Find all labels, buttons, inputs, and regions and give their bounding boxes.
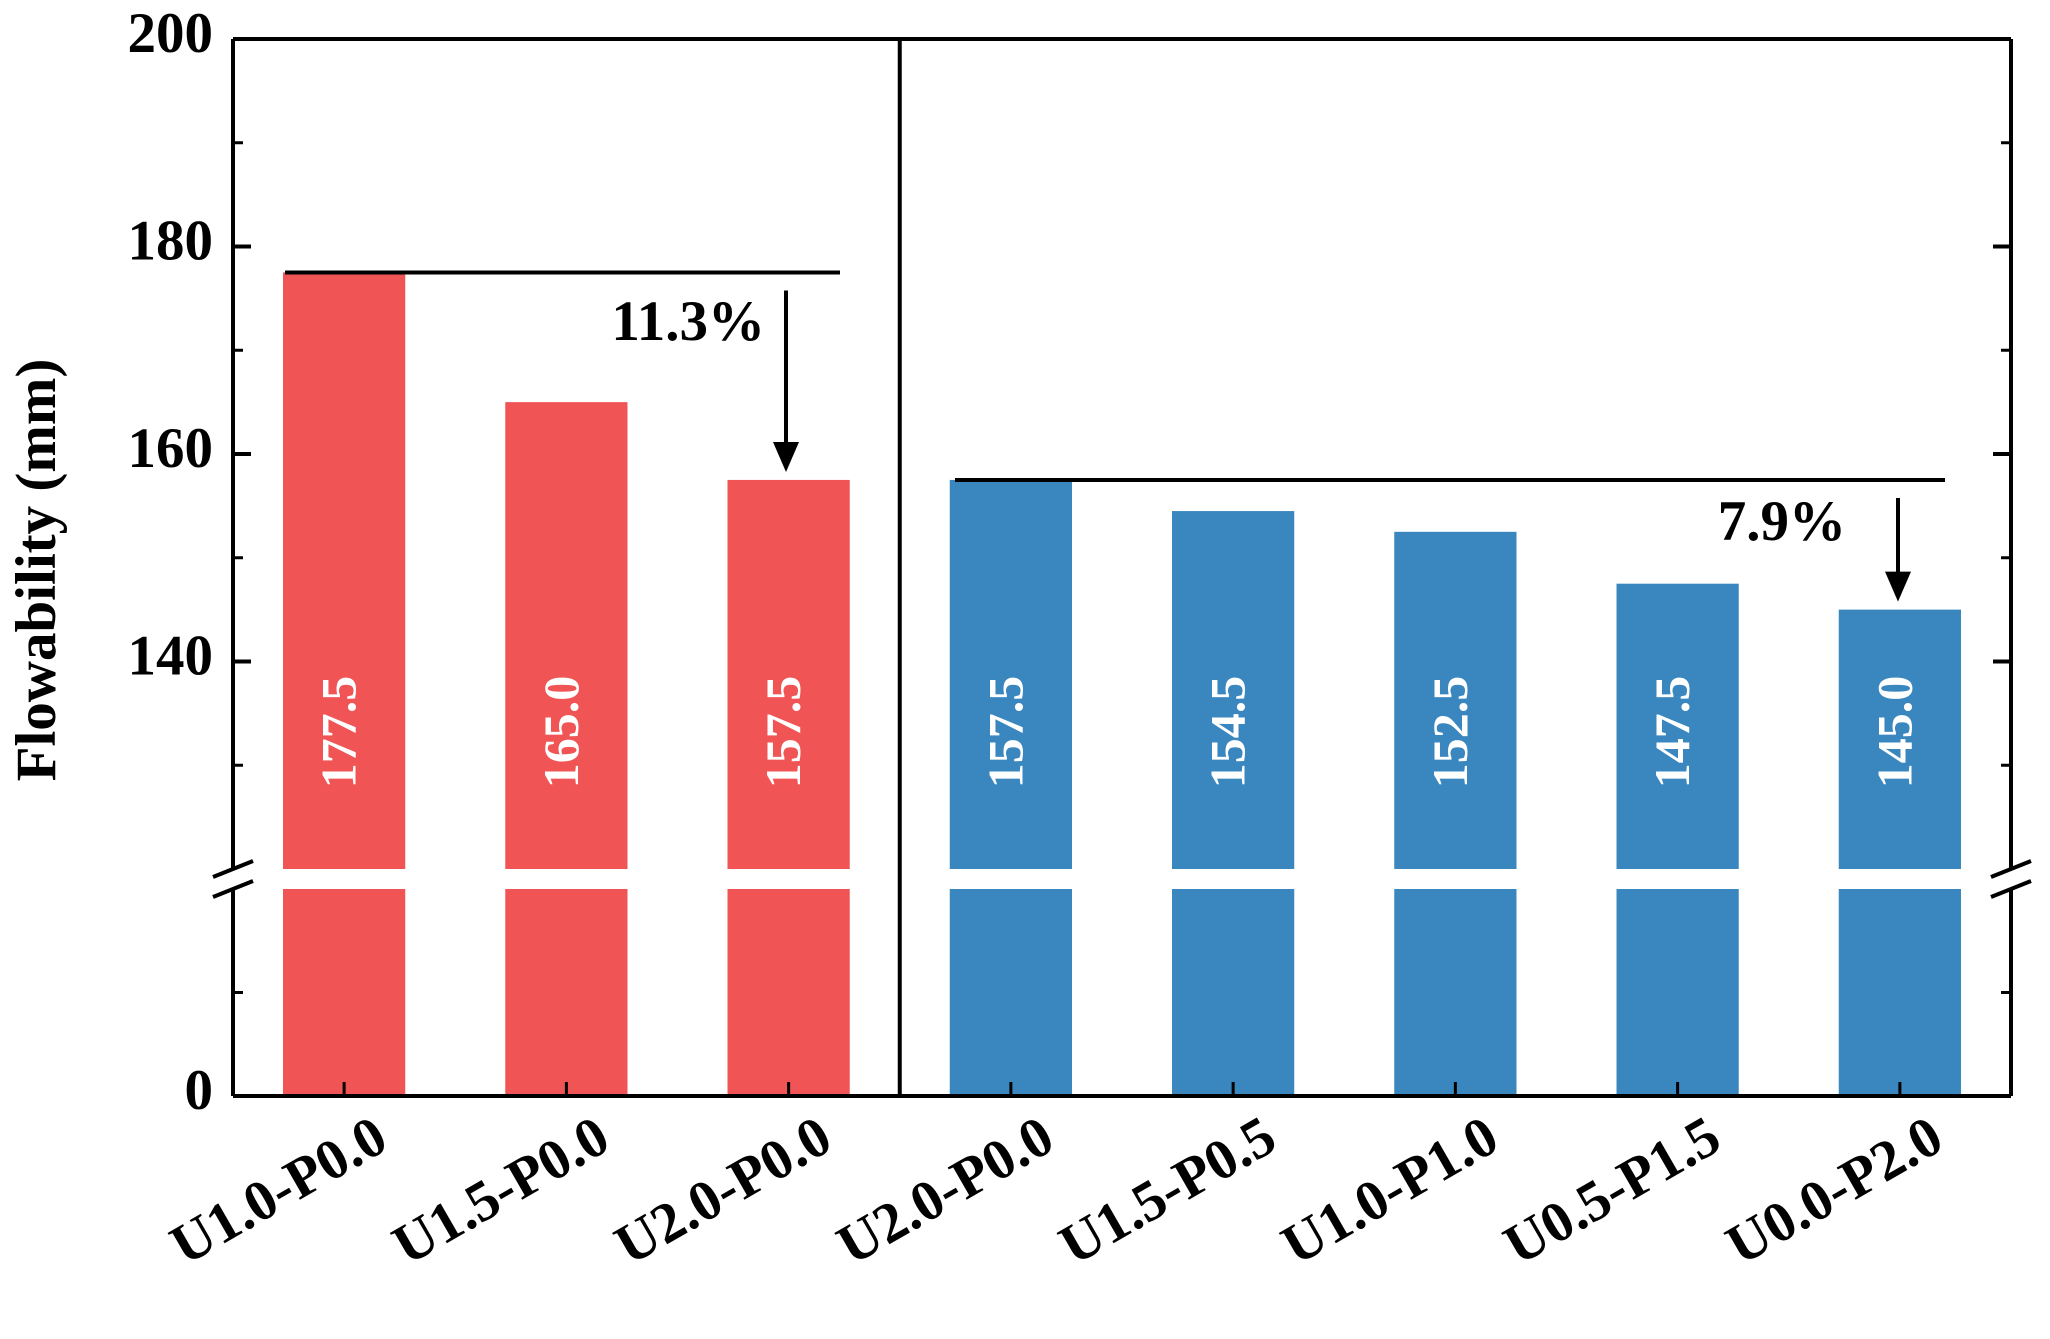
bar xyxy=(283,272,406,1096)
x-tick-label: U0.0-P2.0 xyxy=(1716,1104,1953,1277)
x-tick-label: U0.5-P1.5 xyxy=(1494,1104,1731,1277)
x-tick-label: U1.5-P0.5 xyxy=(1049,1104,1286,1277)
value-label: 165.0 xyxy=(533,676,589,789)
arrow-head xyxy=(1885,571,1911,602)
x-tick-label: U2.0-P0.0 xyxy=(827,1104,1064,1277)
value-label: 157.5 xyxy=(755,676,811,789)
bar xyxy=(1838,609,1961,1096)
x-tick-label: U1.0-P0.0 xyxy=(160,1104,397,1277)
value-label: 154.5 xyxy=(1200,676,1256,789)
break-mark xyxy=(1990,879,2032,899)
bar xyxy=(949,479,1072,1096)
y-tick-label: 0 xyxy=(185,1059,214,1122)
break-mark xyxy=(212,859,254,879)
value-label: 177.5 xyxy=(311,676,367,789)
bar xyxy=(505,402,628,1096)
y-axis-title: Flowability (mm) xyxy=(5,359,68,782)
break-mark xyxy=(212,879,254,899)
y-tick-label: 160 xyxy=(128,417,214,480)
y-tick-label: 200 xyxy=(128,2,214,65)
x-tick-label: U1.0-P1.0 xyxy=(1271,1104,1508,1277)
y-tick-label: 180 xyxy=(128,210,214,273)
bar xyxy=(727,479,850,1096)
value-label: 157.5 xyxy=(977,676,1033,789)
value-label: 152.5 xyxy=(1422,676,1478,789)
axis-break-gap xyxy=(235,869,2009,889)
x-tick-label: U2.0-P0.0 xyxy=(605,1104,842,1277)
x-tick-label: U1.5-P0.0 xyxy=(382,1104,619,1277)
value-label: 145.0 xyxy=(1866,676,1922,789)
y-tick-label: 140 xyxy=(128,625,214,688)
annotation: 7.9% xyxy=(1718,490,1846,553)
arrow-head xyxy=(773,441,799,472)
break-mark xyxy=(1990,859,2032,879)
bar xyxy=(1394,531,1517,1096)
value-label: 147.5 xyxy=(1644,676,1700,789)
bar xyxy=(1172,511,1295,1096)
annotation: 11.3% xyxy=(611,290,765,353)
bar xyxy=(1616,583,1739,1096)
